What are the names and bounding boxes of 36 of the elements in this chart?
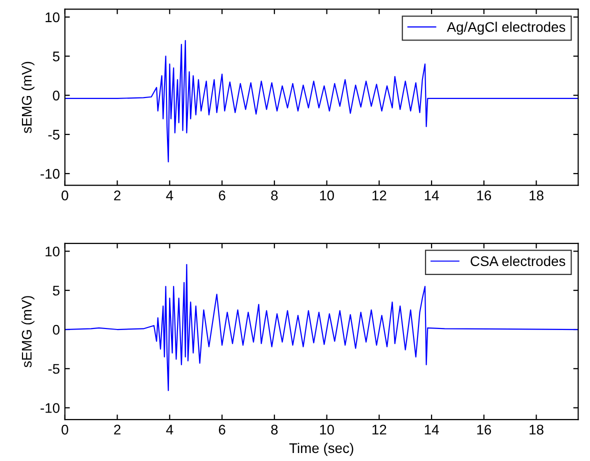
y-tick-label: 0 bbox=[52, 324, 60, 335]
line-series bbox=[64, 40, 578, 162]
x-axis-title: Time (sec) bbox=[289, 442, 354, 456]
y-axis-title: sEMG (mV) bbox=[21, 62, 34, 134]
x-tick-label: 10 bbox=[320, 190, 334, 200]
x-tick-label: 4 bbox=[166, 190, 174, 200]
legend-label: CSA electrodes bbox=[470, 256, 566, 266]
x-tick-label: 12 bbox=[372, 424, 386, 434]
y-tick-label: -5 bbox=[48, 130, 60, 140]
x-tick-label: 6 bbox=[218, 424, 226, 435]
x-tick-label: 10 bbox=[320, 424, 334, 435]
x-tick-label: 18 bbox=[530, 424, 544, 435]
y-tick-label: -10 bbox=[40, 403, 60, 413]
x-tick-label: 4 bbox=[166, 424, 174, 434]
y-tick-label: 5 bbox=[52, 286, 60, 296]
x-tick-label: 16 bbox=[477, 190, 492, 200]
x-tick-label: 0 bbox=[62, 190, 68, 200]
y-tick-label: 10 bbox=[46, 246, 60, 256]
x-tick-label: 18 bbox=[530, 190, 544, 200]
x-tick-label: 6 bbox=[218, 190, 226, 200]
x-tick-label: 16 bbox=[477, 424, 492, 435]
x-tick-label: 8 bbox=[271, 424, 278, 435]
x-tick-label: 14 bbox=[424, 190, 439, 200]
y-tick-label: 10 bbox=[46, 12, 60, 22]
x-tick-label: 0 bbox=[62, 424, 68, 435]
x-tick-label: 2 bbox=[114, 424, 120, 434]
y-tick-label: -10 bbox=[40, 168, 60, 179]
x-tick-label: 2 bbox=[114, 190, 120, 200]
y-tick-label: 5 bbox=[52, 52, 60, 62]
legend-label: Ag/AgCl electrodes bbox=[446, 22, 566, 35]
x-tick-label: 8 bbox=[271, 190, 278, 200]
y-tick-label: -5 bbox=[48, 364, 60, 374]
x-tick-label: 14 bbox=[424, 424, 439, 434]
x-tick-label: 12 bbox=[372, 190, 386, 200]
y-tick-label: 0 bbox=[52, 90, 60, 100]
y-axis-title: sEMG (mV) bbox=[21, 296, 34, 368]
